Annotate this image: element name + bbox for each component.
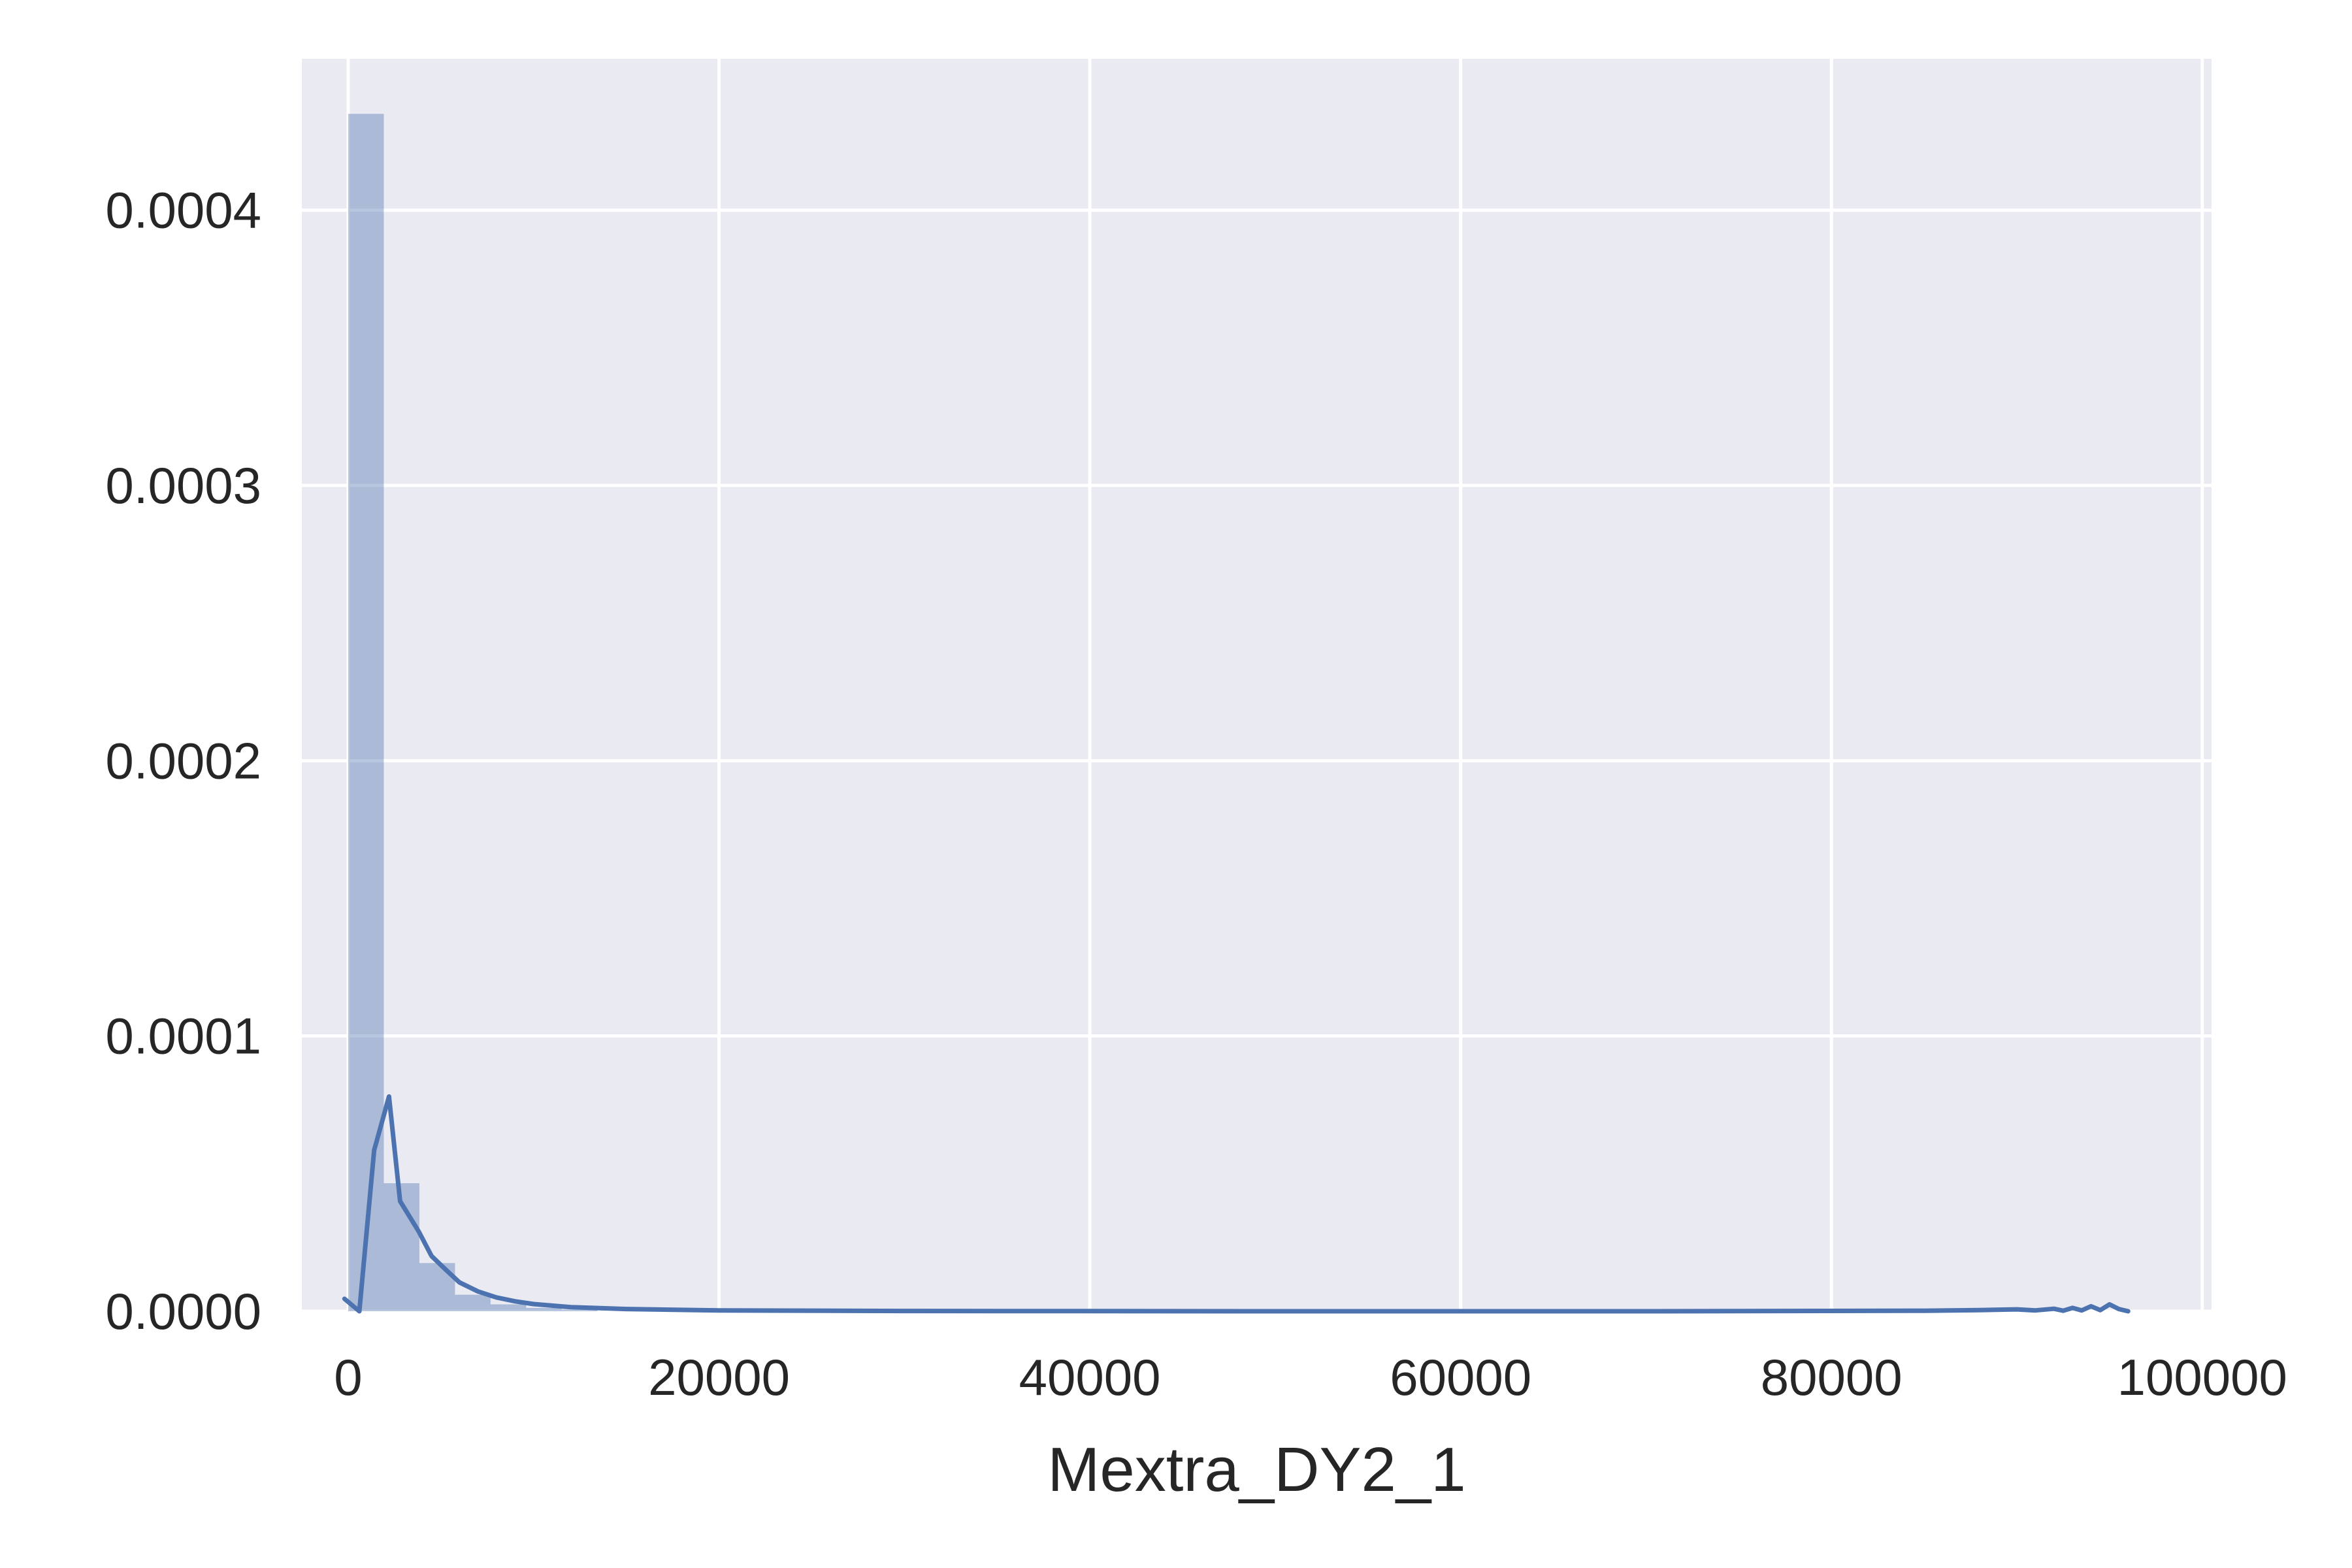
x-axis-label: Mextra_DY2_1 bbox=[1047, 1435, 1465, 1505]
x-tick-label: 100000 bbox=[2117, 1348, 2287, 1406]
grid-lines bbox=[302, 59, 2212, 1313]
histogram-bars bbox=[348, 114, 598, 1312]
x-tick-label: 80000 bbox=[1761, 1348, 1903, 1406]
kde-density-line bbox=[342, 1094, 2131, 1314]
histogram-bar bbox=[561, 1309, 598, 1311]
x-tick-label: 0 bbox=[334, 1348, 362, 1406]
histogram-bar bbox=[348, 114, 384, 1312]
histogram-bar bbox=[490, 1304, 527, 1311]
plot-area-background bbox=[302, 59, 2212, 1311]
y-tick-label: 0.0000 bbox=[105, 1282, 261, 1340]
y-tick-label: 0.0001 bbox=[105, 1007, 261, 1065]
y-tick-label: 0.0003 bbox=[105, 457, 261, 514]
density-curve-layer bbox=[342, 1094, 2131, 1314]
y-axis-ticks: 0.0000 0.0001 0.0002 0.0003 0.0004 bbox=[105, 182, 261, 1340]
x-tick-label: 20000 bbox=[648, 1348, 790, 1406]
y-tick-label: 0.0004 bbox=[105, 182, 261, 239]
histogram-bar bbox=[455, 1294, 491, 1311]
x-tick-label: 40000 bbox=[1019, 1348, 1161, 1406]
y-tick-label: 0.0002 bbox=[105, 732, 261, 789]
x-tick-label: 60000 bbox=[1390, 1348, 1531, 1406]
x-axis-ticks: 0 20000 40000 60000 80000 100000 bbox=[334, 1348, 2287, 1406]
histogram-bar bbox=[526, 1307, 562, 1311]
